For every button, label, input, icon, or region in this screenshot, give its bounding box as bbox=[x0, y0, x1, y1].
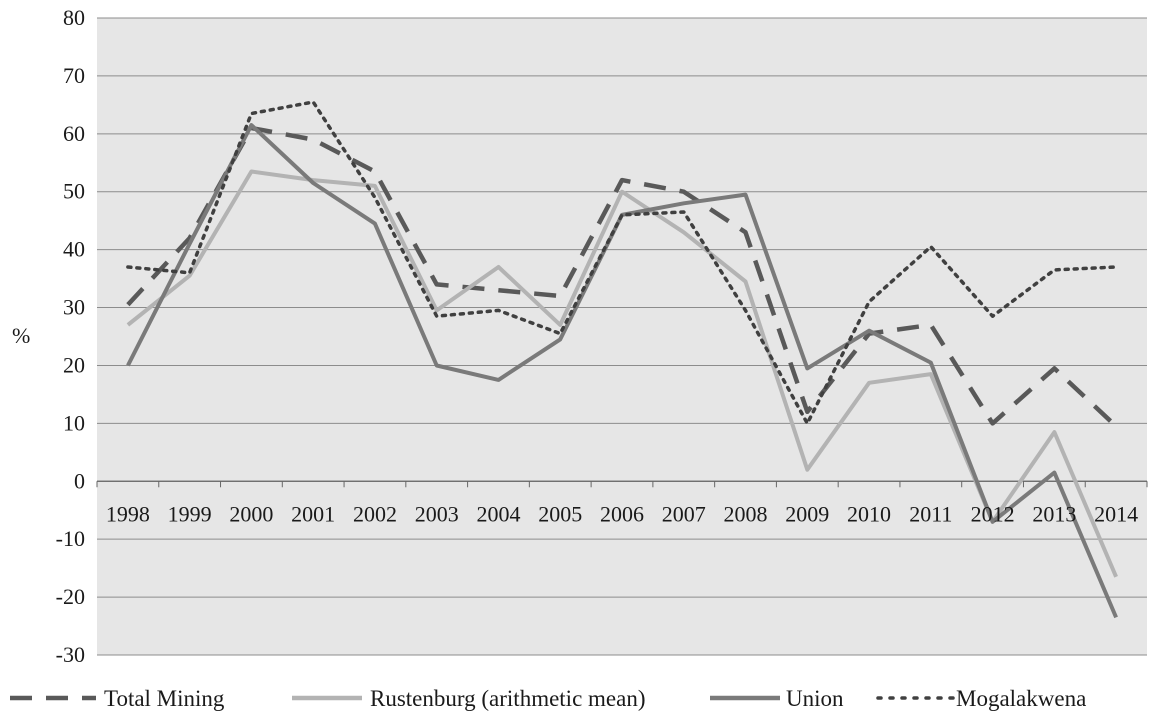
y-tick-label: 70 bbox=[63, 63, 85, 88]
y-tick-label: 10 bbox=[63, 410, 85, 435]
x-tick-label: 1999 bbox=[168, 501, 212, 526]
y-tick-label: 20 bbox=[63, 352, 85, 377]
gridlines bbox=[97, 17, 1147, 656]
x-tick-labels: 1998 1999 2000 2001 2002 2003 2004 2005 2006 2007… bbox=[106, 501, 1138, 526]
series-line-4 bbox=[126, 100, 1118, 426]
legend-label-3: Union bbox=[786, 686, 844, 711]
y-tick-label: 30 bbox=[63, 295, 85, 320]
y-tick-label: 80 bbox=[63, 5, 85, 30]
y-tick-label: 40 bbox=[63, 237, 85, 262]
y-tick-label: 60 bbox=[63, 121, 85, 146]
plot-area bbox=[97, 18, 1147, 655]
x-tick-label: 2003 bbox=[415, 501, 459, 526]
series-line-1 bbox=[126, 125, 1118, 428]
y-tick-label: -10 bbox=[56, 526, 85, 551]
x-tick-label: 2011 bbox=[909, 501, 952, 526]
x-tick-label: 1998 bbox=[106, 501, 150, 526]
y-tick-label: 50 bbox=[63, 179, 85, 204]
y-tick-label: -30 bbox=[56, 642, 85, 667]
x-tick-label: 2007 bbox=[662, 501, 706, 526]
series-lines bbox=[126, 100, 1118, 619]
x-tick-label: 2004 bbox=[476, 501, 520, 526]
x-tick-label: 2014 bbox=[1094, 501, 1138, 526]
x-tick-marks bbox=[96, 480, 1148, 488]
x-tick-label: 2005 bbox=[538, 501, 582, 526]
x-tick-label: 2001 bbox=[291, 501, 335, 526]
y-tick-label: -20 bbox=[56, 584, 85, 609]
x-tick-label: 2000 bbox=[229, 501, 273, 526]
y-tick-label: 0 bbox=[74, 468, 85, 493]
x-tick-label: 2010 bbox=[847, 501, 891, 526]
legend: Total Mining Rustenburg (arithmetic mean)… bbox=[10, 686, 1086, 711]
x-tick-label: 2008 bbox=[724, 501, 768, 526]
legend-label-1: Total Mining bbox=[104, 686, 225, 711]
y-axis-label: % bbox=[12, 323, 30, 348]
x-tick-label: 2002 bbox=[353, 501, 397, 526]
y-tick-labels: -30 -20 -10 0 10 20 30 40 50 60 70 80 bbox=[56, 5, 85, 667]
x-tick-label: 2013 bbox=[1032, 501, 1076, 526]
x-tick-label: 2012 bbox=[971, 501, 1015, 526]
series-line-2 bbox=[126, 169, 1118, 578]
x-tick-label: 2006 bbox=[600, 501, 644, 526]
legend-label-4: Mogalakwena bbox=[956, 686, 1086, 711]
legend-label-2: Rustenburg (arithmetic mean) bbox=[370, 686, 646, 711]
x-tick-label: 2009 bbox=[785, 501, 829, 526]
